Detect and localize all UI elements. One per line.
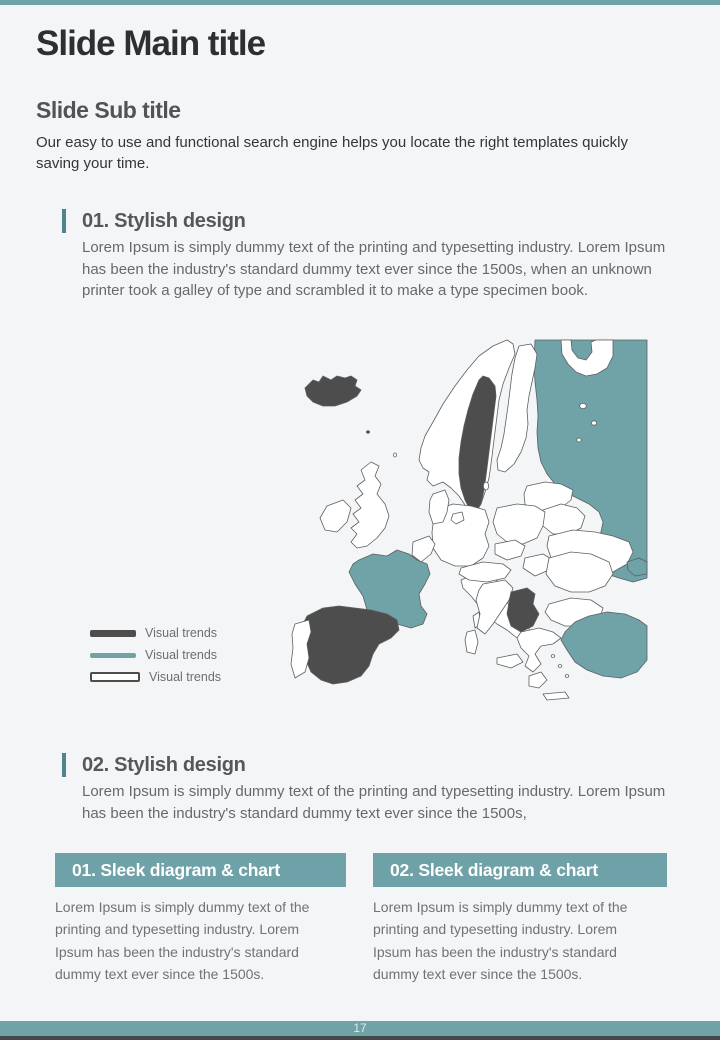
legend-swatch-dark — [90, 629, 136, 637]
island-crete — [542, 691, 570, 701]
page-number: 17 — [353, 1021, 367, 1035]
island-shetland — [393, 452, 398, 458]
country-france — [348, 549, 431, 629]
section-2-title: 02. Stylish design — [82, 753, 246, 776]
column-1-header: 01. Sleek diagram & chart — [55, 853, 346, 887]
country-finland — [496, 343, 538, 473]
section-1-body: Lorem Ipsum is simply dummy text of the … — [82, 239, 666, 299]
column-1: 01. Sleek diagram & chart Lorem Ipsum is… — [55, 853, 346, 986]
legend-label: Visual trends — [149, 670, 222, 684]
country-west-balkans — [475, 579, 514, 635]
island-gotland — [482, 481, 489, 491]
lake-peipus — [576, 437, 582, 443]
legend-item: Visual trends — [90, 622, 270, 644]
legend-swatch-teal — [90, 652, 136, 658]
aegean-island-3 — [564, 674, 570, 678]
section-2-body: Lorem Ipsum is simply dummy text of the … — [82, 783, 666, 822]
column-1-body: Lorem Ipsum is simply dummy text of the … — [55, 899, 310, 983]
map-legend: Visual trends Visual trends Visual trend… — [90, 622, 270, 688]
aegean-island-2 — [557, 664, 563, 668]
greece-peloponnese — [528, 671, 548, 689]
footer-dark-strip — [0, 1036, 720, 1040]
country-turkey — [560, 611, 648, 679]
footer-bar: 17 — [0, 1021, 720, 1036]
section-accent-bar — [62, 209, 66, 233]
white-sea — [560, 339, 614, 377]
legend-item: Visual trends — [90, 644, 270, 666]
lake-onega — [590, 420, 597, 426]
country-denmark — [428, 489, 450, 525]
country-sweden — [458, 375, 497, 513]
island-faroe — [366, 430, 371, 434]
country-czech — [494, 539, 526, 561]
intro-text: Our easy to use and functional search en… — [36, 134, 629, 172]
legend-label: Visual trends — [145, 648, 218, 662]
country-russia — [533, 339, 648, 583]
country-portugal — [290, 619, 312, 679]
country-crimea — [626, 557, 648, 577]
country-poland — [492, 503, 546, 545]
country-romania — [545, 551, 614, 593]
aegean-island-1 — [550, 654, 556, 658]
column-2: 02. Sleek diagram & chart Lorem Ipsum is… — [373, 853, 667, 986]
country-germany — [431, 503, 490, 567]
country-spain — [300, 605, 400, 685]
europe-map — [290, 339, 648, 701]
section-1-heading: 01. Stylish design — [62, 209, 246, 233]
section-1-title: 01. Stylish design — [82, 209, 246, 232]
country-greece — [516, 627, 562, 673]
column-2-header: 02. Sleek diagram & chart — [373, 853, 667, 887]
sub-title: Slide Sub title — [36, 97, 181, 123]
section-2-heading: 02. Stylish design — [62, 753, 246, 777]
section-accent-bar — [62, 753, 66, 777]
country-ireland — [319, 499, 352, 533]
island-sardinia — [464, 629, 479, 655]
denmark-island — [450, 511, 465, 525]
lake-ladoga — [579, 403, 587, 410]
country-belarus — [539, 503, 586, 535]
country-serbia — [506, 587, 540, 633]
country-uk — [350, 461, 390, 549]
country-austria — [458, 561, 512, 583]
country-benelux — [411, 535, 436, 563]
top-accent-bar — [0, 0, 720, 5]
island-sicily — [496, 653, 524, 669]
legend-label: Visual trends — [145, 626, 218, 640]
legend-swatch-outline — [90, 672, 140, 682]
main-title: Slide Main title — [36, 24, 266, 63]
column-2-body: Lorem Ipsum is simply dummy text of the … — [373, 899, 628, 983]
legend-item: Visual trends — [90, 666, 270, 688]
country-iceland — [304, 375, 362, 407]
